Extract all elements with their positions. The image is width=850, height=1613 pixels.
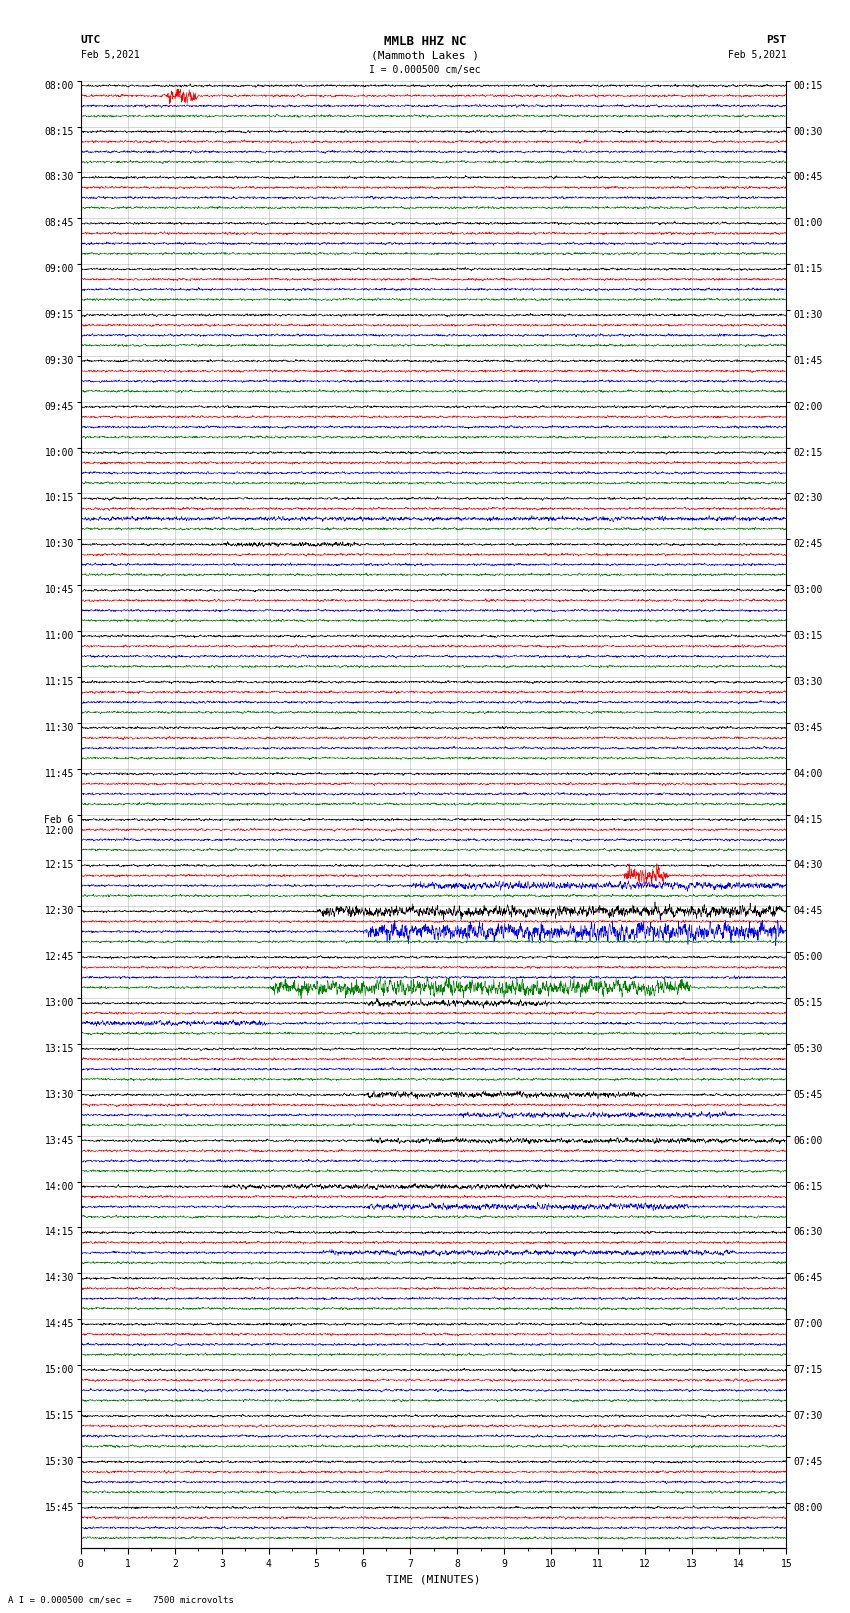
Text: A I = 0.000500 cm/sec =    7500 microvolts: A I = 0.000500 cm/sec = 7500 microvolts [8, 1595, 235, 1605]
Text: (Mammoth Lakes ): (Mammoth Lakes ) [371, 50, 479, 60]
X-axis label: TIME (MINUTES): TIME (MINUTES) [386, 1574, 481, 1584]
Text: I = 0.000500 cm/sec: I = 0.000500 cm/sec [369, 65, 481, 74]
Text: PST: PST [766, 35, 786, 45]
Text: Feb 5,2021: Feb 5,2021 [728, 50, 786, 60]
Text: MMLB HHZ NC: MMLB HHZ NC [383, 35, 467, 48]
Text: Feb 5,2021: Feb 5,2021 [81, 50, 139, 60]
Text: UTC: UTC [81, 35, 101, 45]
